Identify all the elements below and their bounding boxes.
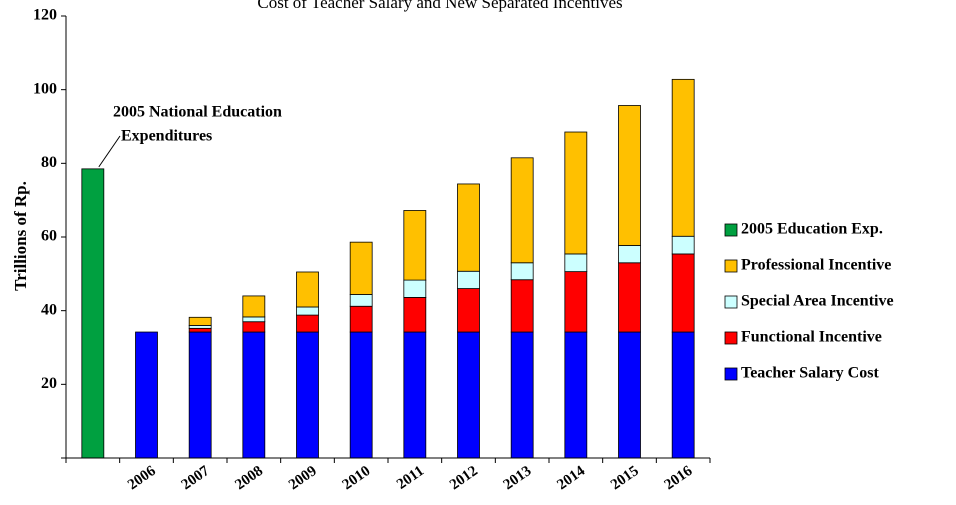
bar-2007-teacher-salary-cost [188, 331, 212, 459]
legend-swatch [724, 367, 738, 381]
bar-2015-functional-incentive [618, 262, 641, 333]
legend-label: 2005 Education Exp. [741, 221, 883, 238]
bar-2010-functional-incentive [349, 305, 373, 333]
x-tick-label: 2010 [340, 463, 374, 493]
bar-2014-special-area-incentive [564, 253, 588, 273]
bar-2015-professional-incentive [618, 105, 641, 246]
bar-2013-functional-incentive [510, 279, 534, 333]
bar-2010-professional-incentive [349, 241, 373, 295]
legend-label: Functional Incentive [741, 329, 882, 346]
bar-2013-professional-incentive [510, 157, 534, 264]
x-tick-label: 2007 [179, 463, 213, 494]
legend-swatch [724, 295, 738, 309]
y-tick-label: 40 [41, 301, 57, 318]
x-tick-label: 2009 [286, 463, 320, 493]
annotation-text: 2005 National Education [113, 104, 282, 121]
bar-2015-special-area-incentive [618, 245, 641, 264]
legend-swatch [724, 223, 738, 237]
bar-2007-professional-incentive [188, 316, 212, 326]
bar-2007-functional-incentive [188, 327, 212, 333]
bar-2006-teacher-salary-cost [135, 331, 158, 459]
bar-2014-teacher-salary-cost [564, 331, 588, 459]
bar-2008-teacher-salary-cost [242, 331, 266, 459]
y-tick-label: 120 [33, 7, 57, 24]
bar-2014-professional-incentive [564, 131, 588, 255]
legend-swatch [724, 331, 738, 345]
x-tick-label: 2014 [554, 463, 588, 494]
bar-2010-special-area-incentive [349, 294, 373, 307]
y-tick-label: 80 [41, 154, 57, 171]
x-tick-label: 2013 [501, 463, 535, 493]
bar-2009-special-area-incentive [296, 306, 319, 316]
y-tick-label: 100 [33, 80, 57, 97]
bar-2009-functional-incentive [296, 314, 319, 333]
bar-2012-functional-incentive [457, 288, 480, 333]
bar-2015-teacher-salary-cost [618, 331, 641, 459]
x-tick-label: 2011 [394, 463, 427, 493]
bar-2009-professional-incentive [296, 271, 319, 308]
bar-2014-functional-incentive [564, 271, 588, 333]
bar-base-2005-education-exp- [81, 168, 105, 459]
bar-2008-special-area-incentive [242, 316, 266, 323]
bar-2013-special-area-incentive [510, 262, 534, 281]
bar-2010-teacher-salary-cost [349, 331, 373, 459]
bar-2011-functional-incentive [403, 297, 427, 333]
bar-2016-professional-incentive [671, 78, 695, 237]
y-tick-label: 20 [41, 375, 57, 392]
x-tick-label: 2008 [232, 463, 266, 493]
annotation-text: Expenditures [121, 128, 212, 145]
bar-2011-special-area-incentive [403, 279, 427, 298]
bar-2016-functional-incentive [671, 253, 695, 333]
legend-label: Special Area Incentive [741, 293, 894, 310]
legend-label: Professional Incentive [741, 257, 891, 274]
bar-2011-professional-incentive [403, 210, 427, 281]
chart-title: Cost of Teacher Salary and New Separated… [257, 0, 622, 12]
bar-2013-teacher-salary-cost [510, 331, 534, 459]
bar-2012-professional-incentive [457, 183, 480, 272]
bar-2008-professional-incentive [242, 295, 266, 318]
bar-2016-special-area-incentive [671, 235, 695, 255]
bar-2012-teacher-salary-cost [457, 331, 480, 459]
y-axis-title: Trillions of Rp. [11, 181, 30, 291]
x-tick-label: 2006 [125, 463, 159, 494]
bar-2009-teacher-salary-cost [296, 331, 319, 459]
annotation-leader-line [98, 135, 121, 168]
bar-2008-functional-incentive [242, 321, 266, 333]
y-tick-label: 60 [41, 228, 57, 245]
x-tick-label: 2015 [608, 463, 642, 493]
legend-swatch [724, 259, 738, 273]
bar-2007-special-area-incentive [188, 324, 212, 329]
bar-2016-teacher-salary-cost [671, 331, 695, 459]
legend-label: Teacher Salary Cost [741, 365, 879, 382]
bar-2012-special-area-incentive [457, 270, 480, 289]
x-tick-label: 2012 [447, 463, 481, 493]
bar-2011-teacher-salary-cost [403, 331, 427, 459]
x-tick-label: 2016 [662, 463, 696, 494]
